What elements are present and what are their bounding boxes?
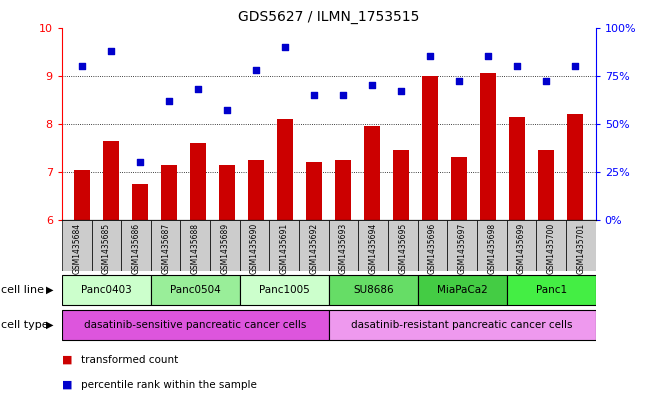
Text: Panc0504: Panc0504 <box>170 285 221 295</box>
Bar <box>329 310 596 340</box>
Text: ■: ■ <box>62 354 72 365</box>
Bar <box>299 220 329 271</box>
Bar <box>180 220 210 271</box>
Bar <box>92 220 121 271</box>
Bar <box>151 275 240 305</box>
Text: cell line: cell line <box>1 285 44 295</box>
Bar <box>62 275 151 305</box>
Text: GSM1435687: GSM1435687 <box>161 222 170 274</box>
Bar <box>509 117 525 220</box>
Point <box>193 86 203 92</box>
Text: transformed count: transformed count <box>81 354 178 365</box>
Point <box>280 44 290 50</box>
Bar <box>418 220 447 271</box>
Point <box>483 53 493 59</box>
Bar <box>210 220 240 271</box>
Point <box>512 63 523 69</box>
Point <box>309 92 320 98</box>
Bar <box>240 220 270 271</box>
Point <box>367 82 378 88</box>
Bar <box>388 220 418 271</box>
Text: GSM1435685: GSM1435685 <box>102 222 111 274</box>
Text: GSM1435701: GSM1435701 <box>576 222 585 274</box>
Text: SU8686: SU8686 <box>353 285 394 295</box>
Bar <box>270 220 299 271</box>
Text: dasatinib-sensitive pancreatic cancer cells: dasatinib-sensitive pancreatic cancer ce… <box>84 320 307 330</box>
Point <box>541 78 551 84</box>
Bar <box>62 220 92 271</box>
Point <box>164 97 174 104</box>
Bar <box>451 158 467 220</box>
Bar <box>477 220 506 271</box>
Text: Panc0403: Panc0403 <box>81 285 132 295</box>
Text: GSM1435684: GSM1435684 <box>72 222 81 274</box>
Text: GSM1435693: GSM1435693 <box>339 222 348 274</box>
Bar <box>335 160 352 220</box>
Text: GSM1435696: GSM1435696 <box>428 222 437 274</box>
Text: cell type: cell type <box>1 320 48 330</box>
Text: ▶: ▶ <box>46 285 54 295</box>
Point <box>106 48 117 54</box>
Point <box>570 63 581 69</box>
Bar <box>104 141 119 220</box>
Text: ■: ■ <box>62 380 72 390</box>
Bar <box>151 220 180 271</box>
Bar <box>506 275 596 305</box>
Text: GSM1435692: GSM1435692 <box>309 222 318 274</box>
Text: GSM1435699: GSM1435699 <box>517 222 526 274</box>
Bar <box>447 220 477 271</box>
Bar <box>480 73 496 220</box>
Bar <box>365 126 380 220</box>
Point <box>135 159 145 165</box>
Bar <box>161 165 177 220</box>
Point <box>222 107 232 114</box>
Bar <box>329 220 359 271</box>
Text: GDS5627 / ILMN_1753515: GDS5627 / ILMN_1753515 <box>238 10 419 24</box>
Text: GSM1435691: GSM1435691 <box>280 222 289 274</box>
Text: GSM1435700: GSM1435700 <box>547 222 556 274</box>
Text: GSM1435690: GSM1435690 <box>250 222 259 274</box>
Bar <box>277 119 293 220</box>
Bar <box>132 184 148 220</box>
Text: dasatinib-resistant pancreatic cancer cells: dasatinib-resistant pancreatic cancer ce… <box>352 320 573 330</box>
Bar <box>538 150 554 220</box>
Bar <box>506 220 536 271</box>
Bar <box>329 275 418 305</box>
Text: ▶: ▶ <box>46 320 54 330</box>
Text: percentile rank within the sample: percentile rank within the sample <box>81 380 257 390</box>
Point <box>396 88 406 94</box>
Text: MiaPaCa2: MiaPaCa2 <box>437 285 488 295</box>
Bar <box>190 143 206 220</box>
Bar <box>568 114 583 220</box>
Point <box>338 92 348 98</box>
Point <box>77 63 87 69</box>
Bar <box>566 220 596 271</box>
Text: GSM1435689: GSM1435689 <box>221 222 229 274</box>
Bar <box>536 220 566 271</box>
Text: GSM1435688: GSM1435688 <box>191 222 200 274</box>
Bar <box>219 165 235 220</box>
Bar <box>306 162 322 220</box>
Bar <box>418 275 506 305</box>
Bar <box>393 150 409 220</box>
Point <box>425 53 436 59</box>
Bar <box>240 275 329 305</box>
Text: GSM1435694: GSM1435694 <box>368 222 378 274</box>
Bar <box>422 75 438 220</box>
Bar <box>62 310 329 340</box>
Bar <box>74 169 90 220</box>
Bar <box>248 160 264 220</box>
Point <box>251 67 262 73</box>
Text: GSM1435695: GSM1435695 <box>398 222 408 274</box>
Text: Panc1005: Panc1005 <box>259 285 310 295</box>
Text: GSM1435697: GSM1435697 <box>458 222 467 274</box>
Text: GSM1435698: GSM1435698 <box>488 222 496 274</box>
Text: GSM1435686: GSM1435686 <box>132 222 141 274</box>
Text: Panc1: Panc1 <box>536 285 567 295</box>
Point <box>454 78 465 84</box>
Bar <box>121 220 151 271</box>
Bar <box>359 220 388 271</box>
